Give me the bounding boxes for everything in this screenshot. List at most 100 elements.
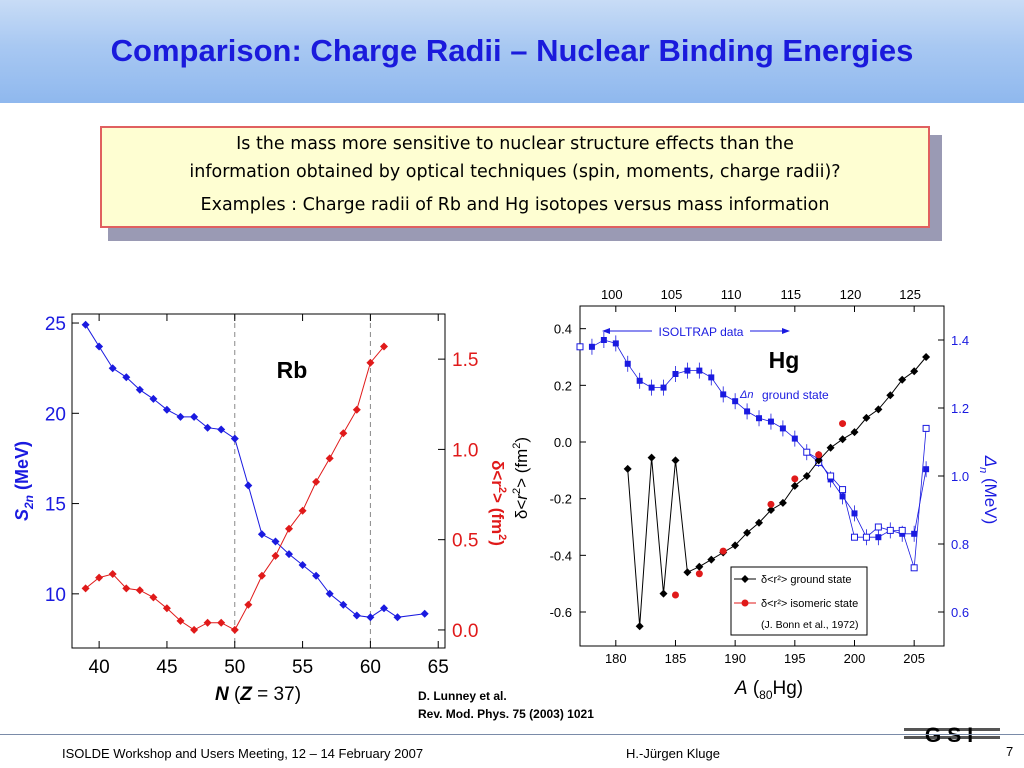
- rb-s2n-point: [257, 530, 266, 539]
- hg-ground-point: [778, 498, 787, 507]
- rb-radius-point: [244, 600, 253, 609]
- hg-delta-point: [756, 415, 763, 422]
- hg-delta-point: [648, 384, 655, 391]
- rb-s2n-point: [420, 609, 429, 618]
- rb-x-tick-label: 60: [360, 657, 381, 678]
- hg-ground-point: [671, 456, 680, 465]
- hg-delta-open-point: [839, 486, 847, 494]
- rb-s2n-point: [190, 412, 199, 421]
- rb-y-left-tick-label: 15: [45, 495, 66, 516]
- legend-marker-ground: [741, 575, 749, 583]
- rb-s2n-point: [230, 434, 239, 443]
- rb-s2n-point: [298, 561, 307, 569]
- hg-ground-state-label: ground state: [762, 388, 829, 402]
- rb-radius-point: [352, 405, 361, 414]
- rb-s2n-point: [244, 481, 253, 490]
- rb-y-right-tick-label: 1.0: [452, 440, 478, 461]
- hg-ground-point: [635, 622, 644, 631]
- hg-x-top-tick-label: 105: [661, 287, 683, 302]
- legend-reference: (J. Bonn et al., 1972): [761, 619, 858, 631]
- hg-ground-point: [659, 589, 668, 598]
- rb-x-tick-label: 40: [89, 657, 110, 678]
- rb-s2n-point: [285, 550, 293, 559]
- hg-delta-open-point: [862, 533, 870, 541]
- hg-delta-point: [684, 367, 691, 374]
- hg-y-left-tick-label: -0.2: [550, 492, 572, 507]
- rb-s2n-point: [380, 604, 388, 613]
- rb-radius-point: [271, 551, 280, 560]
- rb-s2n-point: [312, 571, 321, 580]
- gsi-logo-text: GSI: [925, 724, 979, 746]
- hg-delta-point: [851, 510, 858, 517]
- hg-delta-open-point: [576, 343, 584, 351]
- rb-radius-point: [95, 573, 104, 582]
- hg-ground-point: [647, 453, 656, 462]
- hg-delta-point: [672, 371, 679, 377]
- hg-xlabel: A (80Hg): [734, 678, 803, 702]
- isoltrap-arrowhead-left: [602, 328, 610, 334]
- legend-ground-state: δ<r²> ground state: [761, 574, 852, 586]
- hg-y-left-tick-label: -0.6: [550, 605, 572, 620]
- legend-marker-isomer: [741, 599, 749, 607]
- rb-radius-point: [203, 618, 212, 627]
- rb-y-left-tick-label: 25: [45, 314, 66, 335]
- legend-isomeric-state: δ<r²> isomeric state: [761, 598, 858, 610]
- hg-delta-open-point: [850, 533, 858, 541]
- hg-ground-point: [790, 481, 799, 490]
- hg-delta-point: [636, 377, 643, 384]
- hg-delta-point: [791, 435, 798, 442]
- hg-delta-point: [588, 343, 595, 350]
- rb-radius-point: [162, 604, 171, 613]
- hg-ground-point: [802, 472, 811, 480]
- hg-delta-point: [696, 367, 703, 374]
- question-box: Is the mass more sensitive to nuclear st…: [100, 126, 930, 228]
- rb-radius-point: [217, 618, 226, 627]
- rb-x-tick-label: 65: [428, 657, 449, 678]
- rb-y-left-tick-label: 10: [45, 585, 66, 606]
- rb-radius-point: [108, 570, 117, 578]
- hg-x-tick-label: 205: [903, 651, 925, 666]
- hg-isomer-point: [839, 420, 847, 428]
- gsi-logo: GSI: [904, 724, 1000, 746]
- hg-isomer-point: [791, 475, 799, 483]
- slide-title: Comparison: Charge Radii – Nuclear Bindi…: [110, 33, 914, 68]
- rb-radius-point: [149, 593, 158, 602]
- rb-radius-point: [122, 584, 131, 593]
- hg-x-tick-label: 185: [665, 651, 687, 666]
- hg-ground-point: [755, 518, 763, 527]
- hg-label: Hg: [769, 347, 800, 373]
- hg-ground-point: [850, 428, 859, 437]
- rb-s2n-point: [176, 412, 185, 421]
- hg-isomer-point: [767, 500, 775, 508]
- footer-author: H.-Jürgen Kluge: [626, 746, 720, 761]
- hg-ground-point: [743, 528, 752, 537]
- hg-delta-point: [660, 384, 667, 391]
- rb-s2n-point: [149, 394, 158, 403]
- hg-ground-point: [623, 464, 632, 473]
- rb-radius-point: [190, 625, 199, 634]
- title-banner: [0, 0, 1024, 103]
- rb-s2n-point: [95, 342, 104, 351]
- rb-radius-point: [257, 571, 266, 580]
- hg-delta-open-point: [910, 564, 918, 572]
- rb-radius-point: [285, 524, 293, 533]
- hg-isoltrap-label: ISOLTRAP data: [659, 325, 744, 339]
- hg-y-right-tick-label: 1.0: [951, 469, 969, 484]
- rb-y-right-tick-label: 0.0: [452, 621, 478, 642]
- hg-delta-point: [923, 466, 930, 473]
- hg-y-right-tick-label: 0.6: [951, 605, 969, 620]
- question-line-2: information obtained by optical techniqu…: [189, 162, 841, 182]
- footer-event: ISOLDE Workshop and Users Meeting, 12 – …: [62, 746, 424, 761]
- hg-isomer-point: [695, 570, 703, 578]
- rb-s2n-point: [393, 613, 402, 622]
- hg-delta-point: [744, 408, 751, 415]
- rb-s2n-point: [325, 589, 334, 598]
- hg-ground-point: [886, 391, 895, 400]
- rb-radius-point: [135, 586, 144, 595]
- hg-ground-point: [862, 413, 871, 422]
- hg-y-left-tick-label: 0.4: [554, 322, 572, 337]
- hg-ground-point: [731, 541, 740, 550]
- hg-delta-point: [839, 493, 846, 500]
- rb-radius-point: [325, 454, 334, 463]
- hg-delta-point: [767, 418, 774, 425]
